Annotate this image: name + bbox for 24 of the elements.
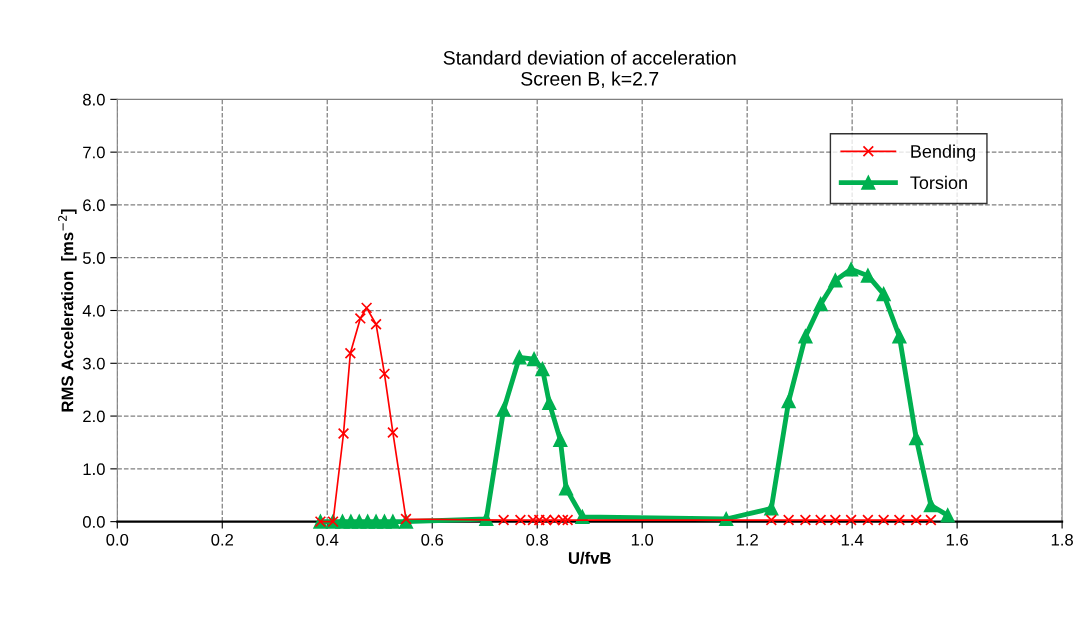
x-tick-label: 0.4: [316, 533, 339, 546]
x-tick-label: 0.8: [526, 533, 549, 546]
y-tick-label: 2.0: [83, 410, 105, 423]
x-tick-label: 1.4: [841, 534, 864, 546]
y-tick-label: 1.0: [83, 463, 105, 476]
x-tick-label: 0.6: [421, 533, 444, 546]
y-tick-label: 4.0: [82, 304, 105, 317]
x-tick-label: 1.2: [736, 533, 758, 546]
x-axis-title: U/fvB: [568, 551, 611, 565]
legend-label: Bending: [911, 144, 975, 162]
x-tick-label: 0.2: [211, 533, 234, 546]
y-tick-label: 5.0: [82, 252, 105, 264]
y-tick-label: 7.0: [83, 146, 105, 159]
y-axis-title: RMS Acceleration [ms$^{−2}$]: [58, 209, 77, 412]
legend-label: Torsion: [910, 175, 967, 190]
y-tick-label: 3.0: [82, 357, 105, 370]
chart-title: Standard deviation of acceleration Screen B, k=2.7: [443, 50, 736, 88]
y-tick-label: 0.0: [82, 516, 105, 528]
y-tick-label: 8.0: [83, 93, 105, 106]
x-tick-label: 1.0: [631, 533, 654, 546]
x-tick-label: 1.6: [946, 533, 968, 546]
y-tick-label: 6.0: [83, 199, 105, 212]
x-tick-label: 0.0: [106, 533, 129, 546]
x-tick-label: 1.8: [1051, 533, 1073, 546]
